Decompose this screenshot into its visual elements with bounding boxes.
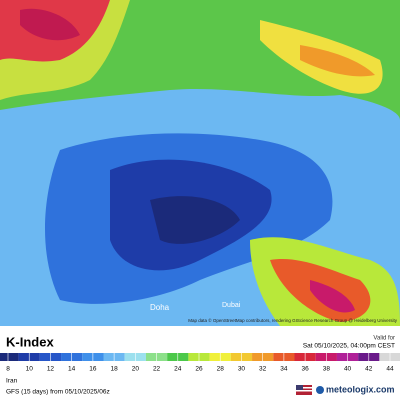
tick-label: 10 <box>26 366 34 373</box>
brand-logo <box>316 386 324 394</box>
tick-label: 30 <box>238 366 246 373</box>
place-label: Doha <box>150 303 170 312</box>
tick-label: 22 <box>153 366 161 373</box>
tick-label: 44 <box>386 366 394 373</box>
tick-label: 26 <box>195 366 203 373</box>
tick-label: 36 <box>301 366 309 373</box>
tick-label: 42 <box>365 366 373 373</box>
color-swatch <box>379 353 400 361</box>
tick-label: 28 <box>217 366 225 373</box>
tick-label: 24 <box>174 366 182 373</box>
map: Doha Dubai Map data © OpenStreetMap cont… <box>0 0 400 326</box>
model: GFS (15 days) from 05/10/2025/06z <box>6 389 110 396</box>
color-scale: 8 10 12 14 16 18 20 22 24 26 28 30 32 34 36 38 40 42 44 <box>0 353 400 373</box>
tick-label: 34 <box>280 366 288 373</box>
valid-time: Sat 05/10/2025, 04:00pm CEST <box>303 343 395 350</box>
region: Iran <box>6 378 18 385</box>
tick-label: 40 <box>344 366 352 373</box>
tick-label: 14 <box>68 366 76 373</box>
valid-label: Valid for <box>373 336 395 342</box>
brand: meteologix.com <box>326 384 395 394</box>
color-swatch <box>0 353 19 361</box>
tick-label: 16 <box>89 366 97 373</box>
flag <box>296 385 312 395</box>
tick-label: 12 <box>47 366 55 373</box>
title: K-Index <box>6 334 54 349</box>
tick-label: 32 <box>259 366 267 373</box>
tick-label: 8 <box>6 366 10 373</box>
tick-label: 18 <box>110 366 118 373</box>
map-attribution: Map data © OpenStreetMap contributors, r… <box>188 317 397 323</box>
tick-label: 38 <box>323 366 331 373</box>
place-label: Dubai <box>222 302 241 309</box>
tick-label: 20 <box>132 366 140 373</box>
